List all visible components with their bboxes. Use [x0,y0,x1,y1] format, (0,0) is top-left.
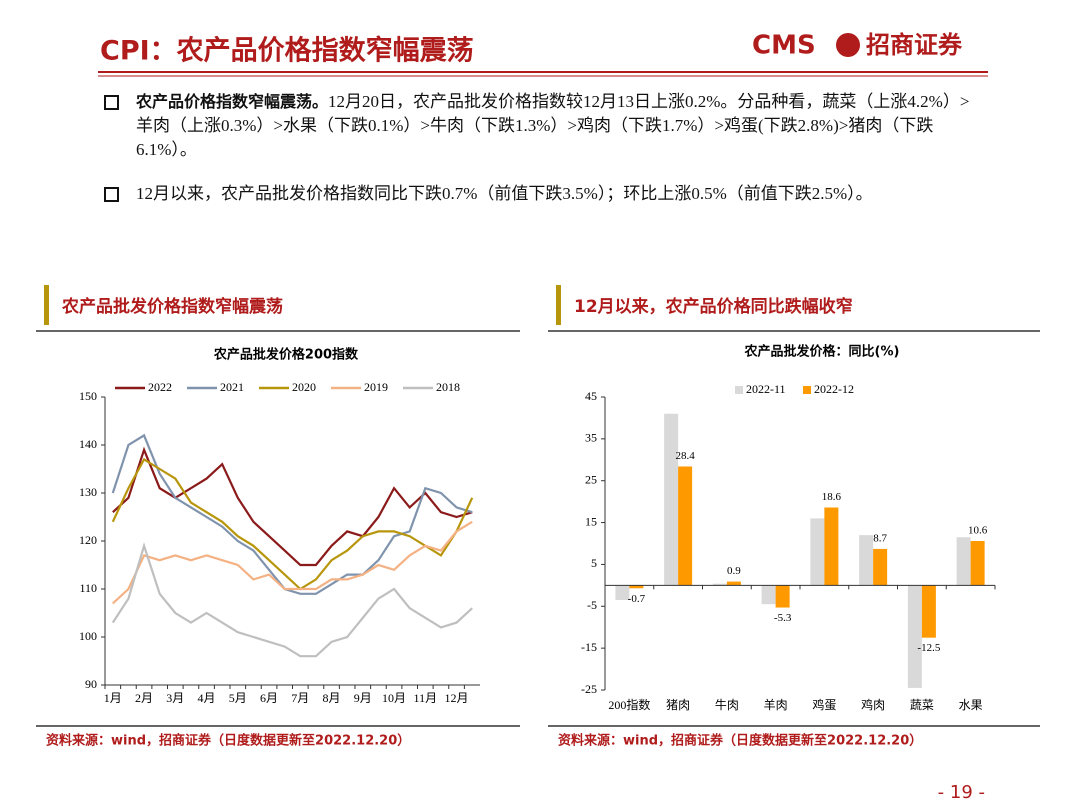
bar [761,585,776,605]
y-tick-label: 140 [79,437,97,451]
x-tick-label: 牛肉 [715,697,739,712]
y-tick-label: -25 [581,682,597,696]
chart-title: 农产品批发价格200指数 [213,347,359,363]
y-tick-label: 150 [79,389,97,403]
section-marker [44,285,49,325]
x-tick-label: 6月 [260,691,278,705]
x-tick-label: 9月 [354,691,372,705]
y-tick-label: 120 [79,533,97,547]
x-tick-label: 鸡肉 [861,697,885,712]
data-label: 8.7 [873,532,887,544]
bar [921,585,936,638]
bar [907,585,922,688]
data-label: -0.7 [628,593,646,605]
legend-swatch [803,386,811,394]
x-tick-label: 200指数 [608,697,650,712]
logo-icon [836,33,860,57]
y-tick-label: -15 [581,640,597,654]
y-tick-label: 110 [79,581,97,595]
bar [775,585,790,608]
source-note: 资料来源：wind，招商证券（日度数据更新至2022.12.20） [46,733,410,749]
x-tick-label: 鸡蛋 [812,697,836,712]
line-series [111,457,474,591]
bar [956,537,971,586]
line-series [111,542,473,658]
x-tick-label: 羊肉 [764,697,788,712]
y-tick-label: 5 [591,556,597,570]
x-tick-label: 10月 [382,691,406,705]
legend-label: 2018 [436,380,460,394]
legend-label: 2019 [364,380,388,394]
data-label: 0.9 [727,565,741,577]
x-tick-label: 水果 [959,698,983,712]
bullet-list: 农产品价格指数窄幅震荡。12月20日，农产品批发价格指数较12月13日上涨0.2… [100,90,980,226]
logo-name: 招商证券 [866,31,963,59]
data-label: -5.3 [774,612,792,624]
bullet: 12月以来，农产品批发价格指数同比下跌0.7%（前值下跌3.5%）；环比上涨0.… [100,182,980,206]
page-number: - 19 - [938,782,985,803]
bar [859,535,874,586]
bar [678,466,693,586]
line-series [112,446,473,567]
bar [664,413,679,586]
x-tick-label: 2月 [135,691,153,705]
legend-label: 2022-11 [746,382,786,396]
slide-title: CPI：农产品价格指数窄幅震荡 [100,35,474,67]
legend-label: 2022 [148,380,172,394]
bullet-bold: 农产品价格指数窄幅震荡。 [136,92,329,111]
section-marker [556,285,561,325]
x-tick-label: 蔬菜 [910,698,934,712]
y-tick-label: 25 [585,472,597,486]
source-note: 资料来源：wind，招商证券（日度数据更新至2022.12.20） [558,733,922,749]
line-series [112,520,473,605]
line-series [111,433,473,595]
bar [629,585,644,589]
bar [712,583,727,586]
bar [615,585,630,601]
x-tick-label: 12月 [445,691,469,705]
section-heading: 农产品批发价格指数窄幅震荡 [61,296,283,317]
x-tick-label: 8月 [323,691,341,705]
x-tick-label: 11月 [414,691,438,705]
x-tick-label: 1月 [104,691,122,705]
data-label: 28.4 [676,450,696,462]
legend-label: 2020 [292,380,316,394]
data-label: 18.6 [822,491,842,503]
legend-swatch [735,386,743,394]
section-heading: 12月以来，农产品价格同比跌幅收窄 [574,296,853,317]
x-tick-label: 猪肉 [666,698,690,712]
y-tick-label: 45 [585,389,597,403]
y-tick-label: 15 [585,514,597,528]
bullet-text: 12月以来，农产品批发价格指数同比下跌0.7%（前值下跌3.5%）；环比上涨0.… [136,184,873,203]
bar [873,548,888,586]
bar [824,507,839,586]
bar [970,540,985,586]
bar [810,518,825,586]
y-tick-label: 90 [85,677,97,691]
chart-title: 农产品批发价格：同比(%) [744,344,900,360]
x-tick-label: 7月 [291,691,309,705]
y-tick-label: 130 [79,485,97,499]
x-tick-label: 4月 [198,691,216,705]
y-tick-label: 35 [585,431,597,445]
data-label: -12.5 [917,642,940,654]
data-label: 10.6 [968,525,988,537]
legend-label: 2021 [220,380,244,394]
legend-label: 2022-12 [814,382,854,396]
x-tick-label: 3月 [166,691,184,705]
bullet-text: 12月20日，农产品批发价格指数较12月13日上涨0.2%。分品种看，蔬菜（上涨… [136,92,970,159]
bullet: 农产品价格指数窄幅震荡。12月20日，农产品批发价格指数较12月13日上涨0.2… [100,90,980,162]
logo-text: CMS [752,31,816,61]
y-tick-label: -5 [587,598,597,612]
y-tick-label: 100 [79,629,97,643]
x-tick-label: 5月 [229,691,247,705]
bar [726,581,741,586]
